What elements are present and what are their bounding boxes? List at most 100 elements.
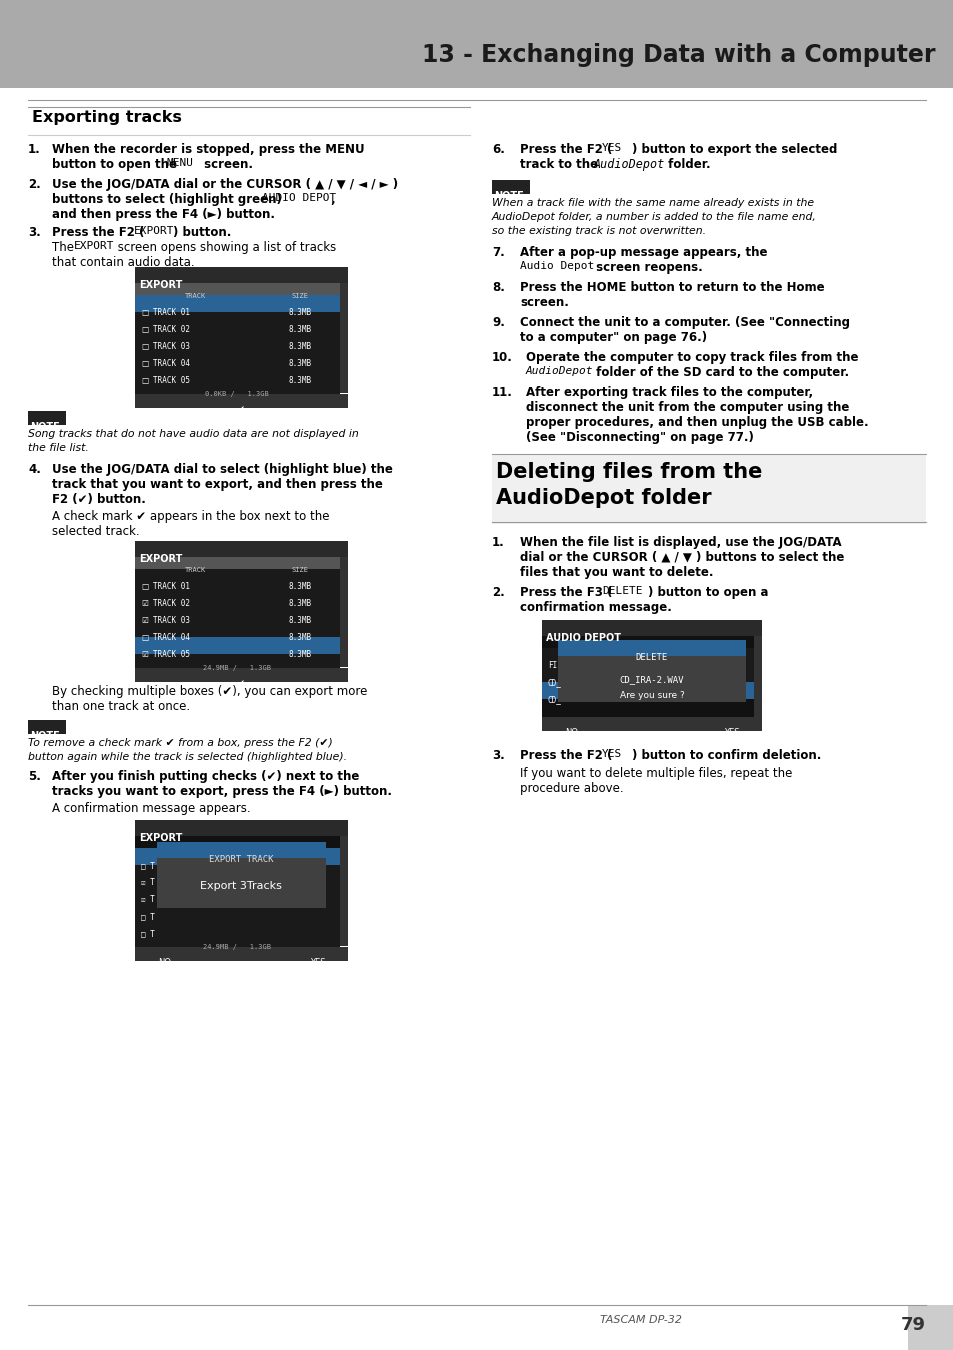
Text: CD_IRA-2.WAV: CD_IRA-2.WAV <box>619 675 683 684</box>
Text: EXPORT: EXPORT <box>139 279 182 290</box>
Bar <box>541 666 753 682</box>
Text: ☑ T: ☑ T <box>141 895 154 905</box>
Text: 8.3MB: 8.3MB <box>288 582 312 591</box>
Text: MENU: MENU <box>167 158 193 167</box>
Bar <box>135 329 339 346</box>
Bar <box>541 620 761 730</box>
Bar <box>28 410 66 425</box>
Text: F2 (✔) button.: F2 (✔) button. <box>52 493 146 506</box>
Text: YES: YES <box>601 143 621 153</box>
Bar <box>558 640 745 702</box>
Bar <box>135 541 348 558</box>
Bar <box>135 541 348 667</box>
Bar <box>135 848 339 865</box>
Text: By checking multiple boxes (✔), you can export more: By checking multiple boxes (✔), you can … <box>52 684 367 698</box>
Text: button to open the: button to open the <box>52 158 181 171</box>
Text: YES: YES <box>310 958 325 967</box>
Bar <box>135 379 339 394</box>
Text: ✔: ✔ <box>237 679 244 688</box>
Text: track to the: track to the <box>519 158 601 171</box>
Text: AudioDepot folder: AudioDepot folder <box>496 487 711 508</box>
Text: AudioDepot: AudioDepot <box>525 366 593 377</box>
Text: The: The <box>52 242 77 254</box>
Text: 8.3MB: 8.3MB <box>288 377 312 385</box>
Text: 79: 79 <box>900 1316 925 1334</box>
Text: When the file list is displayed, use the JOG/DATA: When the file list is displayed, use the… <box>519 536 841 549</box>
Bar <box>135 637 339 653</box>
Text: TRACK 04: TRACK 04 <box>152 633 190 643</box>
Text: ✔: ✔ <box>237 405 244 414</box>
Text: 8.: 8. <box>492 281 504 294</box>
Text: and then press the F4 (►) button.: and then press the F4 (►) button. <box>52 208 274 221</box>
Text: Press the F3 (: Press the F3 ( <box>519 586 612 599</box>
Text: 8.3MB: 8.3MB <box>288 616 312 625</box>
Text: NO: NO <box>565 728 578 737</box>
Text: ►: ► <box>331 405 337 414</box>
Text: 0.0KB /   1.3GB: 0.0KB / 1.3GB <box>205 392 269 397</box>
Text: □: □ <box>141 582 148 591</box>
Bar <box>157 842 326 909</box>
Text: to a computer" on page 76.): to a computer" on page 76.) <box>519 331 706 344</box>
Text: buttons to select (highlight green): buttons to select (highlight green) <box>52 193 286 207</box>
Text: folder of the SD card to the computer.: folder of the SD card to the computer. <box>592 366 848 379</box>
Text: selected track.: selected track. <box>52 525 139 539</box>
Text: ◄: ◄ <box>146 405 152 414</box>
Text: button again while the track is selected (highlighted blue).: button again while the track is selected… <box>28 752 347 761</box>
Bar <box>135 586 339 603</box>
Bar <box>135 267 348 393</box>
Text: 6.: 6. <box>492 143 504 157</box>
Text: YES: YES <box>723 728 739 737</box>
Text: CD_: CD_ <box>547 678 561 687</box>
Text: AUDIO DEPOT: AUDIO DEPOT <box>545 633 620 643</box>
Bar <box>541 648 753 666</box>
Text: ) button.: ) button. <box>172 225 232 239</box>
Text: EXPORT: EXPORT <box>74 242 114 251</box>
Text: NOTE: NOTE <box>494 190 523 201</box>
Bar <box>492 454 925 524</box>
Text: □: □ <box>141 325 148 333</box>
Bar <box>339 836 348 946</box>
Text: 8.3MB: 8.3MB <box>288 359 312 369</box>
Text: so the existing track is not overwritten.: so the existing track is not overwritten… <box>492 225 705 236</box>
Bar <box>135 296 339 312</box>
Text: 8.3MB: 8.3MB <box>288 308 312 317</box>
Text: TRACK 03: TRACK 03 <box>152 616 190 625</box>
Text: FI: FI <box>547 662 557 670</box>
Bar <box>28 720 66 734</box>
Bar <box>541 717 761 730</box>
Text: AudioDepot folder, a number is added to the file name end,: AudioDepot folder, a number is added to … <box>492 212 816 221</box>
Text: 8.3MB: 8.3MB <box>288 649 312 659</box>
Text: TRACK 01: TRACK 01 <box>152 308 190 317</box>
Text: ☑: ☑ <box>141 599 148 608</box>
Text: EXPORT: EXPORT <box>139 554 182 564</box>
Text: 9.: 9. <box>492 316 504 329</box>
Text: □: □ <box>141 342 148 351</box>
Text: TRACK 02: TRACK 02 <box>152 325 190 333</box>
Text: After a pop-up message appears, the: After a pop-up message appears, the <box>519 246 767 259</box>
Text: YES: YES <box>601 749 621 759</box>
Text: □: □ <box>141 633 148 643</box>
Text: EXPORT: EXPORT <box>139 833 182 842</box>
Bar <box>135 312 339 329</box>
Bar <box>135 933 339 946</box>
Text: 4.: 4. <box>28 463 41 477</box>
Text: After exporting track files to the computer,: After exporting track files to the compu… <box>525 386 812 400</box>
Text: 2.: 2. <box>28 178 41 190</box>
Text: TRACK 01: TRACK 01 <box>152 582 190 591</box>
Text: Press the HOME button to return to the Home: Press the HOME button to return to the H… <box>519 281 823 294</box>
Text: TRACK 05: TRACK 05 <box>152 649 190 659</box>
Text: □ T: □ T <box>141 929 154 938</box>
Text: 10.: 10. <box>492 351 513 364</box>
Text: 7.: 7. <box>492 246 504 259</box>
Text: TRACK 04: TRACK 04 <box>152 359 190 369</box>
Bar <box>135 603 339 620</box>
Bar <box>541 682 753 699</box>
Text: SIZE: SIZE <box>292 567 308 572</box>
Bar <box>339 284 348 393</box>
Bar <box>753 636 761 730</box>
Text: 8.3MB: 8.3MB <box>288 342 312 351</box>
Text: To remove a check mark ✔ from a box, press the F2 (✔): To remove a check mark ✔ from a box, pre… <box>28 738 333 748</box>
Text: track that you want to export, and then press the: track that you want to export, and then … <box>52 478 382 491</box>
Text: Audio Depot: Audio Depot <box>519 261 594 271</box>
Text: EXPORT: EXPORT <box>133 225 174 236</box>
